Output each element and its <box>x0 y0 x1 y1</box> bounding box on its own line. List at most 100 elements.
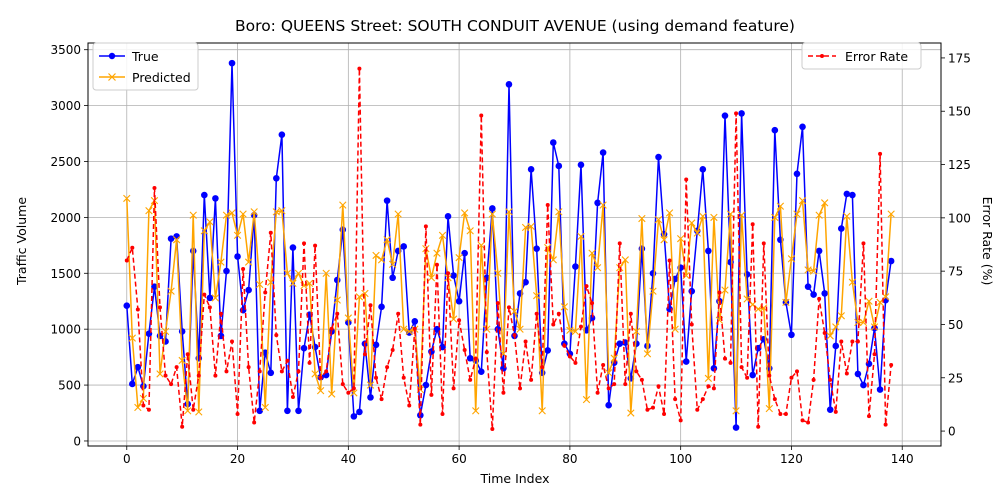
predicted-point <box>571 327 580 336</box>
error-rate-point <box>828 377 833 382</box>
predicted-point <box>294 269 303 277</box>
true-point <box>682 358 690 365</box>
true-point <box>228 59 236 67</box>
y-right-tick-label: 175 <box>948 51 971 65</box>
predicted-point <box>134 403 142 412</box>
predicted-point <box>555 208 563 216</box>
x-tick-label: 100 <box>669 452 692 466</box>
error-rate-point <box>490 426 495 431</box>
true-point <box>572 263 579 270</box>
error-rate-point <box>734 111 739 116</box>
predicted-point <box>161 327 170 336</box>
error-rate-point <box>296 369 301 374</box>
true-point <box>489 205 496 212</box>
true-point <box>594 199 601 207</box>
predicted-point <box>665 209 674 217</box>
true-point <box>793 170 801 178</box>
error-rate-point <box>152 185 157 190</box>
predicted-point <box>660 236 668 244</box>
error-rate-point <box>529 377 534 382</box>
error-rate-point <box>396 311 401 316</box>
error-rate-point <box>207 305 212 310</box>
y-right-tick-label: 125 <box>948 158 971 172</box>
predicted-point <box>206 218 214 226</box>
error-rate-point <box>634 369 639 374</box>
predicted-point <box>632 327 641 336</box>
error-rate-point <box>423 224 428 229</box>
predicted-point <box>726 210 735 218</box>
true-point <box>738 110 745 117</box>
error-rate-point <box>479 113 484 118</box>
true-point <box>300 344 308 352</box>
true-point <box>721 112 729 119</box>
predicted-point <box>178 356 186 365</box>
predicted-point <box>184 407 192 415</box>
error-rate-point <box>495 301 500 306</box>
error-rate-point <box>379 397 384 402</box>
true-point <box>549 139 557 146</box>
error-rate-point <box>534 311 539 316</box>
predicted-point <box>200 227 209 235</box>
predicted-point <box>621 256 629 264</box>
predicted-point <box>172 236 181 244</box>
error-rate-point <box>146 407 151 412</box>
predicted-point <box>217 258 225 266</box>
error-rate-point <box>806 420 811 425</box>
true-point <box>378 303 385 311</box>
predicted-point <box>610 354 618 362</box>
error-rate-point <box>711 386 716 391</box>
predicted-point <box>383 236 391 244</box>
true-point <box>189 247 197 255</box>
error-rate-point <box>689 322 694 327</box>
true-point <box>854 370 862 378</box>
error-rate-point <box>351 386 356 391</box>
error-rate-point <box>279 369 284 374</box>
error-rate-point <box>606 386 611 391</box>
error-rate-point <box>866 414 871 419</box>
true-point <box>372 341 380 349</box>
predicted-point <box>538 407 546 415</box>
error-rate-point <box>855 339 860 344</box>
true-point <box>616 340 624 348</box>
error-rate-point <box>750 222 755 227</box>
error-rate-point <box>340 382 345 387</box>
legend-left: True Predicted <box>92 42 199 91</box>
predicted-point <box>316 386 325 395</box>
true-point <box>699 166 707 173</box>
true-point <box>849 191 856 199</box>
error-rate-point <box>717 290 722 295</box>
true-point <box>167 235 175 242</box>
chart-title: Boro: QUEENS Street: SOUTH CONDUIT AVENU… <box>235 17 795 35</box>
y-left-tick-label: 2500 <box>50 155 81 169</box>
error-rate-point <box>556 311 561 316</box>
predicted-point <box>222 211 231 219</box>
predicted-point <box>361 289 369 298</box>
predicted-point <box>699 212 707 220</box>
predicted-point <box>809 267 818 275</box>
true-point <box>256 407 264 415</box>
true-point <box>223 267 230 275</box>
error-rate-point <box>639 377 644 382</box>
predicted-point <box>438 231 447 239</box>
error-rate-point <box>451 386 456 391</box>
error-rate-point <box>324 369 329 374</box>
error-rate-point <box>434 262 439 267</box>
error-rate-point <box>745 375 750 380</box>
predicted-point <box>472 407 480 415</box>
predicted-point <box>372 251 380 260</box>
true-point <box>832 342 840 350</box>
y-right-tick-label: 50 <box>948 318 963 332</box>
predicted-point <box>145 206 153 215</box>
true-point <box>843 190 851 198</box>
predicted-point <box>156 370 164 378</box>
true-point <box>173 233 180 240</box>
error-rate-point <box>783 412 788 417</box>
predicted-point <box>782 298 790 307</box>
y-left-tick-label: 2000 <box>50 211 81 225</box>
error-rate-point <box>180 424 185 429</box>
predicted-point <box>737 211 746 219</box>
error-rate-point <box>346 390 351 395</box>
predicted-point <box>549 256 557 264</box>
true-point <box>444 212 452 220</box>
